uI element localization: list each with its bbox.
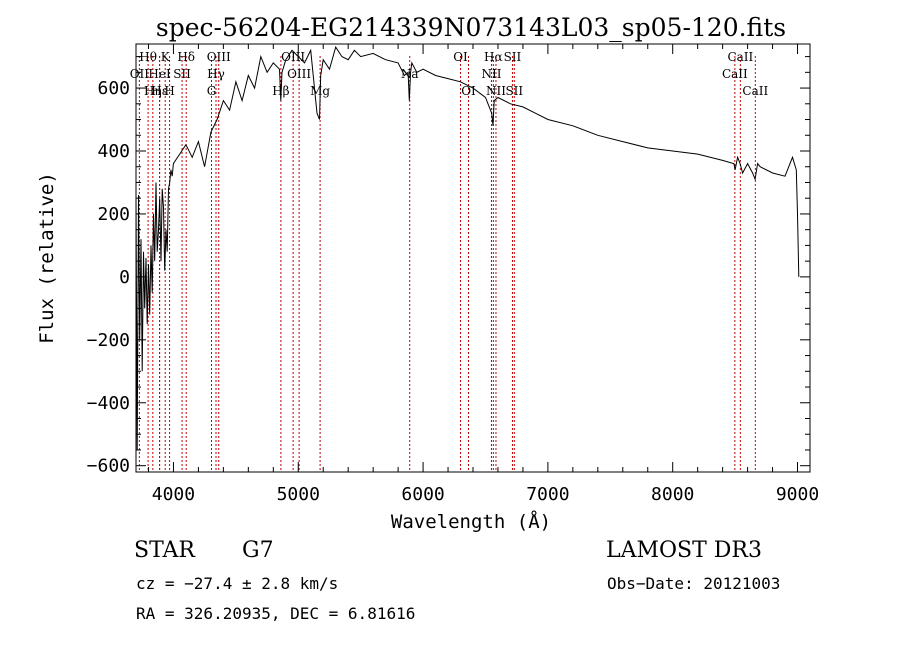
spectrum-line <box>135 45 800 451</box>
chart-title: spec-56204-EG214339N073143L03_sp05-120.f… <box>156 13 786 42</box>
y-tick-label: 0 <box>119 267 130 288</box>
line-label: NII <box>486 84 506 98</box>
x-tick-label: 7000 <box>526 484 569 505</box>
line-label: SII <box>173 67 191 81</box>
x-axis: 4000 5000 6000 7000 8000 9000 <box>147 44 819 505</box>
y-tick-label: −600 <box>87 456 130 477</box>
y-tick-label: 200 <box>97 204 130 225</box>
object-subclass: G7 <box>242 538 274 563</box>
y-tick-label: −400 <box>87 393 130 414</box>
y-tick-label: 600 <box>97 78 130 99</box>
line-label: CaII <box>722 67 748 81</box>
line-label: SII <box>505 84 523 98</box>
line-label: OIII <box>207 50 231 64</box>
redshift-cz: cz = −27.4 ± 2.8 km/s <box>136 574 339 593</box>
y-tick-label: 400 <box>97 141 130 162</box>
spectrum-chart: spec-56204-EG214339N073143L03_sp05-120.f… <box>36 13 819 533</box>
x-tick-label: 4000 <box>152 484 195 505</box>
line-label: NII <box>481 67 501 81</box>
line-label: Hδ <box>177 50 195 64</box>
survey-name: LAMOST DR3 <box>606 538 762 563</box>
ra-dec-coordinates: RA = 326.20935, DEC = 6.81616 <box>136 604 416 623</box>
x-tick-label: 5000 <box>277 484 320 505</box>
line-label: OI <box>453 50 468 64</box>
y-axis: −600 −400 −200 0 200 400 600 <box>87 56 810 477</box>
object-class: STAR <box>134 538 195 563</box>
line-label: OII <box>130 67 150 81</box>
plot-frame <box>135 43 811 473</box>
line-label: K <box>161 50 171 64</box>
line-label: Na <box>401 67 419 81</box>
line-label: CaII <box>742 84 768 98</box>
line-label: OIII <box>287 67 311 81</box>
line-label: Hη <box>144 84 162 98</box>
line-label: G <box>207 84 217 98</box>
line-label: Hγ <box>207 67 225 81</box>
line-label: Hθ <box>139 50 157 64</box>
obs-date: Obs−Date: 20121003 <box>607 574 781 593</box>
x-tick-label: 6000 <box>401 484 444 505</box>
x-tick-label: 8000 <box>651 484 694 505</box>
line-label: HeI <box>148 67 171 81</box>
x-tick-label: 9000 <box>776 484 819 505</box>
line-markers <box>138 56 756 472</box>
x-axis-label: Wavelength (Å) <box>391 510 551 533</box>
line-label: SII <box>504 50 522 64</box>
line-label: H <box>164 84 174 98</box>
line-label: Hα <box>484 50 503 64</box>
y-axis-label: Flux (relative) <box>36 172 58 344</box>
line-label: OIII <box>281 50 305 64</box>
line-label: CaII <box>727 50 753 64</box>
y-tick-label: −200 <box>87 330 130 351</box>
line-label: Hε <box>151 84 168 98</box>
